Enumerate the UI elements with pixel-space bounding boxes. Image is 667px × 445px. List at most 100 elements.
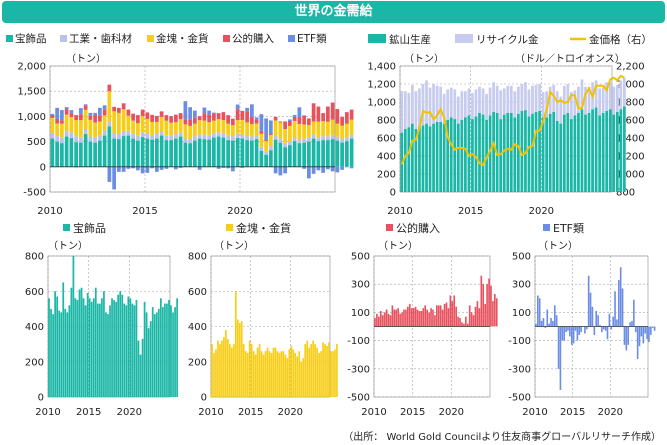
- demand-bar-1: [131, 133, 135, 139]
- supply-recycle-bar: [421, 84, 425, 126]
- demand-bar-1: [164, 135, 169, 141]
- jewelry-bar: [60, 312, 63, 397]
- demand-bar-0: [183, 142, 188, 167]
- demand-bar-0: [349, 138, 354, 167]
- barcoin-bar: [316, 347, 318, 397]
- demand-y-tick: 1,000: [17, 112, 46, 123]
- demand-bar-0: [150, 139, 154, 167]
- jewelry-bar: [84, 305, 87, 397]
- etf-bar: [574, 326, 577, 331]
- demand-bar-2: [183, 124, 188, 139]
- demand-bar-2: [235, 120, 240, 134]
- etf-bar: [653, 326, 656, 331]
- demand-bar-4: [188, 107, 192, 120]
- central-bar: [426, 309, 428, 327]
- demand-bar-3: [145, 112, 150, 119]
- central-bar: [449, 295, 452, 327]
- barcoin-bar: [244, 351, 247, 397]
- demand-bar-4: [131, 166, 135, 169]
- demand-bar-2: [326, 121, 330, 137]
- demand-bar-1: [316, 137, 321, 142]
- central-bar: [492, 301, 494, 327]
- demand-bar-1: [278, 138, 283, 143]
- demand-bar-0: [302, 142, 306, 167]
- etf-bar: [585, 326, 588, 330]
- demand-bar-1: [69, 132, 74, 139]
- barcoin-bar: [213, 352, 215, 397]
- demand-bar-0: [193, 140, 197, 167]
- demand-bar-4: [340, 166, 344, 170]
- barcoin-bar: [260, 351, 263, 397]
- demand-y-tick: 2,000: [17, 62, 46, 73]
- demand-bar-3: [349, 109, 354, 120]
- supply-plot-frame: [399, 65, 613, 193]
- jewelry-bar: [143, 301, 146, 397]
- etf-bar: [540, 320, 543, 327]
- demand-bar-0: [231, 140, 235, 167]
- jewelry-bar: [103, 291, 105, 397]
- demand-bar-3: [326, 106, 330, 122]
- demand-bar-2: [226, 123, 230, 136]
- demand-bar-0: [297, 143, 302, 167]
- demand-y-tick: -500: [23, 188, 46, 199]
- supply-mine-bar: [463, 117, 467, 192]
- supply-recycle-bar: [598, 88, 602, 116]
- supply-mine-bar: [449, 117, 453, 192]
- supply-y2-tick: 1,800: [616, 98, 645, 109]
- barcoin-bar: [314, 344, 316, 397]
- barcoin-bar: [221, 340, 223, 397]
- supply-recycle-bar: [453, 89, 457, 120]
- jewelry-legend-swatch: [63, 224, 70, 231]
- central-bar: [418, 310, 421, 327]
- supply-mine-bar: [527, 116, 531, 192]
- supply-mine-bar: [615, 111, 619, 192]
- barcoin-bar: [334, 349, 336, 397]
- supply-recycle-bar: [605, 82, 609, 111]
- supply-recycle-bar: [566, 84, 570, 113]
- source-note: （出所： World Gold Councilより住友商事グローバルリサーチ作成…: [343, 432, 661, 443]
- etf-bar: [544, 326, 547, 328]
- demand-bar-1: [216, 132, 221, 137]
- demand-bar-0: [307, 141, 311, 167]
- supply-mine-bar: [418, 127, 421, 192]
- central-bar: [376, 313, 378, 327]
- jewelry-bar: [157, 308, 160, 397]
- jewelry-bar: [101, 298, 103, 397]
- demand-bar-1: [349, 134, 354, 139]
- supply-recycle-bar: [485, 93, 488, 120]
- etf-bar: [565, 326, 567, 333]
- demand-bar-4: [136, 166, 140, 171]
- etf-bar: [608, 313, 611, 327]
- demand-bar-2: [64, 114, 69, 131]
- demand-bar-0: [112, 138, 116, 167]
- central-x-tick: 2015: [400, 407, 425, 418]
- supply-legend-swatch: [455, 34, 473, 43]
- demand-bar-1: [140, 132, 145, 138]
- demand-bar-1: [307, 137, 311, 142]
- demand-bar-0: [321, 140, 325, 167]
- barcoin-bar: [252, 351, 255, 397]
- central-bar: [434, 315, 436, 327]
- supply-recycle-bar: [534, 84, 538, 112]
- demand-bar-3: [216, 113, 221, 120]
- demand-bar-2: [240, 119, 245, 135]
- jewelry-bar: [113, 300, 115, 397]
- demand-bar-0: [226, 140, 230, 167]
- demand-bar-3: [345, 112, 349, 124]
- barcoin-bar: [320, 351, 322, 397]
- central-bar: [432, 309, 434, 327]
- jewelry-title: 宝飾品: [73, 221, 106, 235]
- demand-bar-2: [345, 123, 349, 138]
- supply-mine-bar: [524, 110, 527, 192]
- supply-recycle-bar: [601, 87, 605, 113]
- demand-bar-4: [235, 104, 240, 110]
- demand-bar-4: [50, 113, 55, 115]
- jewelry-bar: [153, 314, 156, 397]
- demand-bar-0: [259, 150, 264, 167]
- demand-legend-label: 金塊・金貨: [156, 32, 209, 45]
- etf-x-tick: 2010: [522, 407, 547, 418]
- central-bar: [495, 298, 498, 327]
- supply-mine-bar: [516, 113, 520, 192]
- supply-mine-bar: [456, 123, 460, 192]
- supply-mine-bar: [531, 113, 534, 192]
